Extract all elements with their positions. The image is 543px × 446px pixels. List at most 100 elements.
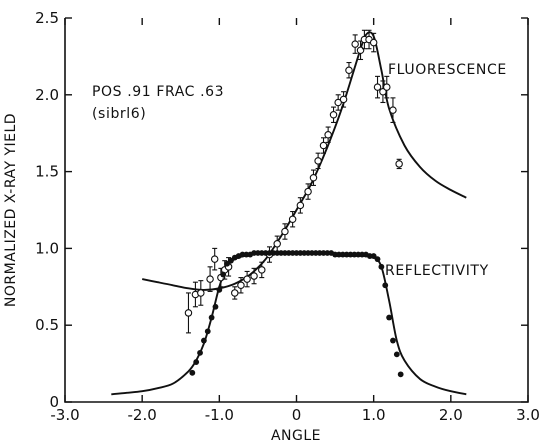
info-annotation-line2: (sibrl6): [92, 106, 146, 122]
open-circle-marker: [395, 160, 403, 168]
open-circle-marker: [237, 281, 245, 290]
reflectivity-data-point: [397, 371, 404, 378]
fluorescence-data-point: [351, 34, 359, 54]
reflectivity-data-point: [208, 314, 215, 321]
y-tick-label: 0.5: [35, 316, 59, 334]
y-tick-label: 2.0: [35, 86, 59, 104]
fluorescence-data-point: [339, 91, 348, 108]
x-tick-label: 0: [292, 406, 302, 424]
fluorescence-data-point: [288, 210, 297, 228]
open-circle-marker: [334, 98, 342, 107]
reflectivity-data-point: [382, 282, 389, 289]
fluorescence-data-point: [314, 152, 322, 170]
open-circle-marker: [369, 38, 378, 47]
reflectivity-data-point: [224, 260, 230, 267]
x-tick-label: 3.0: [516, 406, 540, 424]
open-circle-marker: [379, 87, 387, 96]
fluorescence-data-point: [369, 32, 378, 53]
fluorescence-data-point: [304, 183, 312, 200]
open-circle-marker: [296, 201, 305, 210]
reflectivity-data-point: [374, 256, 381, 263]
open-circle-marker: [250, 272, 258, 280]
fluorescence-data-point: [329, 106, 338, 123]
y-tick-label: 2.5: [35, 9, 59, 27]
open-circle-marker: [281, 227, 289, 236]
reflectivity-data-point: [189, 369, 196, 376]
open-circle-marker: [231, 289, 239, 297]
fluorescence-data-point: [258, 261, 266, 279]
fluorescence-data-point: [373, 75, 382, 99]
open-circle-marker: [356, 46, 365, 55]
fluorescence-data-point: [389, 97, 397, 123]
fluorescence-data-point: [296, 197, 305, 214]
open-circle-marker: [184, 309, 193, 317]
open-circle-marker: [329, 111, 338, 119]
open-circle-marker: [210, 255, 219, 263]
data-points: [184, 29, 404, 378]
fluorescence-data-point: [210, 247, 219, 271]
fluorescence-data-point: [395, 158, 403, 170]
reflectivity-data-point: [378, 263, 385, 270]
open-circle-marker: [345, 66, 353, 74]
fluorescence-data-point: [319, 137, 328, 154]
open-circle-marker: [314, 157, 322, 165]
x-axis-label: ANGLE: [271, 428, 321, 444]
open-circle-marker: [309, 173, 318, 182]
fluorescence-data-point: [237, 277, 245, 294]
reflectivity-data-point: [390, 337, 396, 344]
fluorescence-data-point: [309, 169, 318, 186]
open-circle-marker: [373, 83, 382, 91]
x-tick-label: 1.0: [362, 406, 386, 424]
reflectivity-data-point: [393, 351, 400, 358]
fluorescence-data-point: [250, 267, 258, 285]
fluorescence-data-point: [383, 75, 391, 99]
fluorescence-data-point: [324, 126, 332, 143]
x-axis-ticks: -3.0 -2.0 -1.0 0 1.0 2.0 3.0: [50, 18, 540, 424]
reflectivity-data-point: [228, 257, 234, 264]
reflectivity-data-point: [216, 286, 223, 293]
info-annotation-line1: POS .91 FRAC .63: [92, 84, 224, 100]
reflectivity-data-point: [370, 253, 377, 259]
open-circle-marker: [206, 275, 214, 283]
y-axis-label: NORMALIZED X-RAY YIELD: [3, 113, 19, 307]
open-circle-marker: [324, 130, 332, 139]
open-circle-marker: [288, 215, 297, 223]
open-circle-marker: [197, 289, 205, 297]
fluorescence-data-point: [345, 61, 353, 79]
x-tick-label: -1.0: [205, 406, 234, 424]
y-tick-label: 1.5: [35, 163, 59, 181]
fluorescence-data-point: [184, 292, 193, 334]
open-circle-marker: [243, 275, 251, 283]
fluorescence-data-point: [334, 94, 342, 111]
reflectivity-data-point: [197, 349, 203, 356]
open-circle-marker: [339, 95, 348, 104]
y-axis-ticks: 0 0.5 1.0 1.5 2.0 2.5: [35, 9, 528, 411]
reflectivity-data-point: [201, 337, 207, 344]
open-circle-marker: [319, 141, 328, 150]
x-tick-label: 2.0: [439, 406, 463, 424]
fluorescence-data-point: [243, 270, 251, 288]
reflectivity-data-point: [386, 314, 392, 321]
x-tick-label: -2.0: [128, 406, 157, 424]
open-circle-marker: [273, 240, 281, 248]
reflectivity-data-point: [220, 271, 227, 278]
reflectivity-label: REFLECTIVITY: [385, 263, 489, 279]
open-circle-marker: [304, 187, 312, 196]
fluorescence-label: FLUORESCENCE: [388, 62, 507, 78]
reflectivity-data-point: [204, 328, 211, 335]
reflectivity-data-point: [212, 303, 219, 310]
y-tick-label: 0: [49, 393, 59, 411]
reflectivity-data-point: [193, 359, 200, 365]
fluorescence-data-point: [281, 223, 289, 240]
fluorescence-data-point: [206, 266, 214, 292]
x-tick-label: -3.0: [50, 406, 79, 424]
open-circle-marker: [383, 83, 391, 91]
open-circle-marker: [351, 40, 359, 48]
fluorescence-data-point: [379, 80, 387, 104]
open-circle-marker: [258, 266, 266, 274]
open-circle-marker: [389, 106, 397, 114]
fluorescence-data-point: [197, 280, 205, 306]
y-tick-label: 1.0: [35, 239, 59, 257]
fluorescence-data-point: [231, 286, 239, 300]
